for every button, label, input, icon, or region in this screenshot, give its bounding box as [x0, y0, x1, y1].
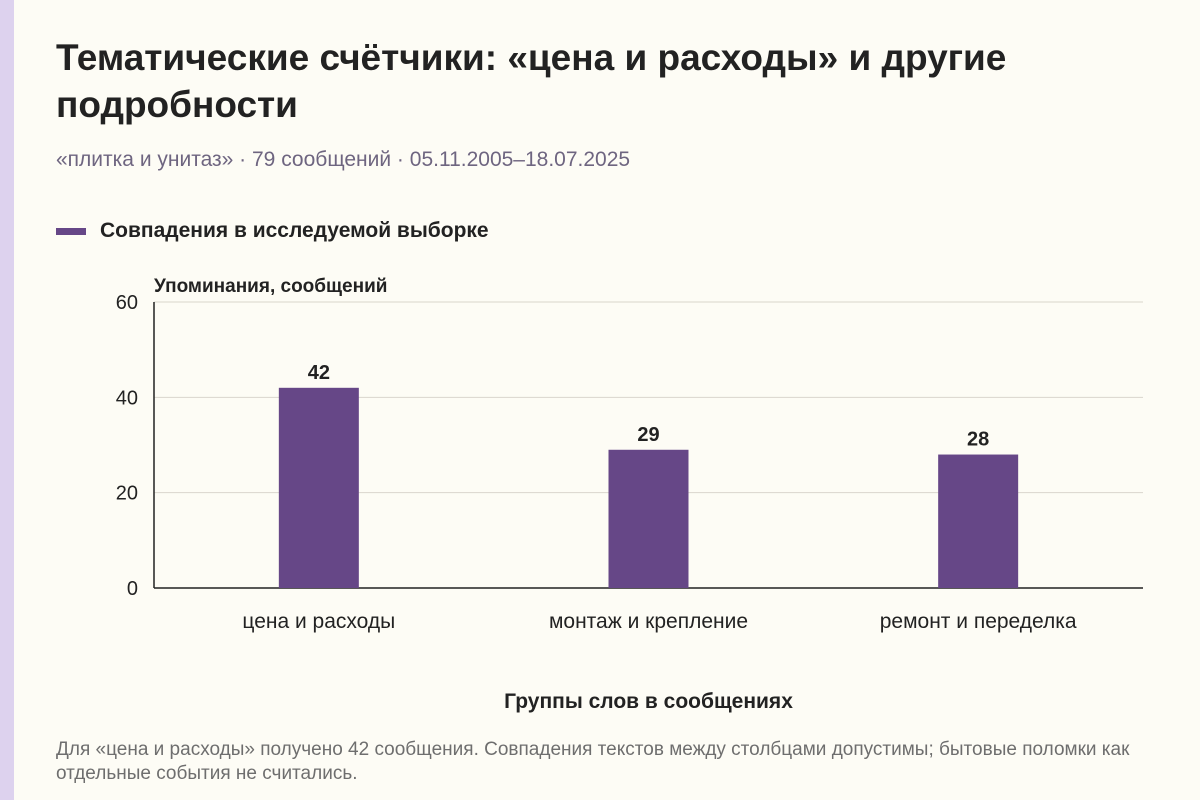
x-axis-title: Группы слов в сообщениях: [504, 690, 793, 713]
x-tick-label: цена и расходы: [242, 610, 395, 633]
data-label: 42: [308, 362, 330, 384]
y-tick-label: 40: [116, 387, 138, 409]
x-tick-label: монтаж и крепление: [549, 610, 748, 633]
y-tick-label: 60: [116, 292, 138, 314]
bar: [278, 387, 359, 588]
bar: [938, 454, 1019, 588]
y-axis-title: Упоминания, сообщений: [154, 276, 387, 297]
data-label: 28: [967, 429, 989, 451]
chart-subtitle: «плитка и унитаз» · 79 сообщений · 05.11…: [56, 148, 631, 171]
accent-strip: [0, 0, 14, 800]
y-tick-label: 0: [127, 578, 138, 600]
x-tick-label: ремонт и переделка: [880, 610, 1077, 633]
legend-label: Совпадения в исследуемой выборке: [100, 219, 489, 242]
data-label: 29: [637, 424, 659, 446]
legend-swatch: [56, 227, 86, 235]
legend: Совпадения в исследуемой выборке: [56, 219, 489, 243]
footnote: Для «цена и расходы» получено 42 сообщен…: [56, 739, 1130, 784]
bar: [608, 449, 689, 588]
y-tick-label: 20: [116, 483, 138, 505]
chart-title: Тематические счётчики: «цена и расходы» …: [56, 37, 1007, 125]
